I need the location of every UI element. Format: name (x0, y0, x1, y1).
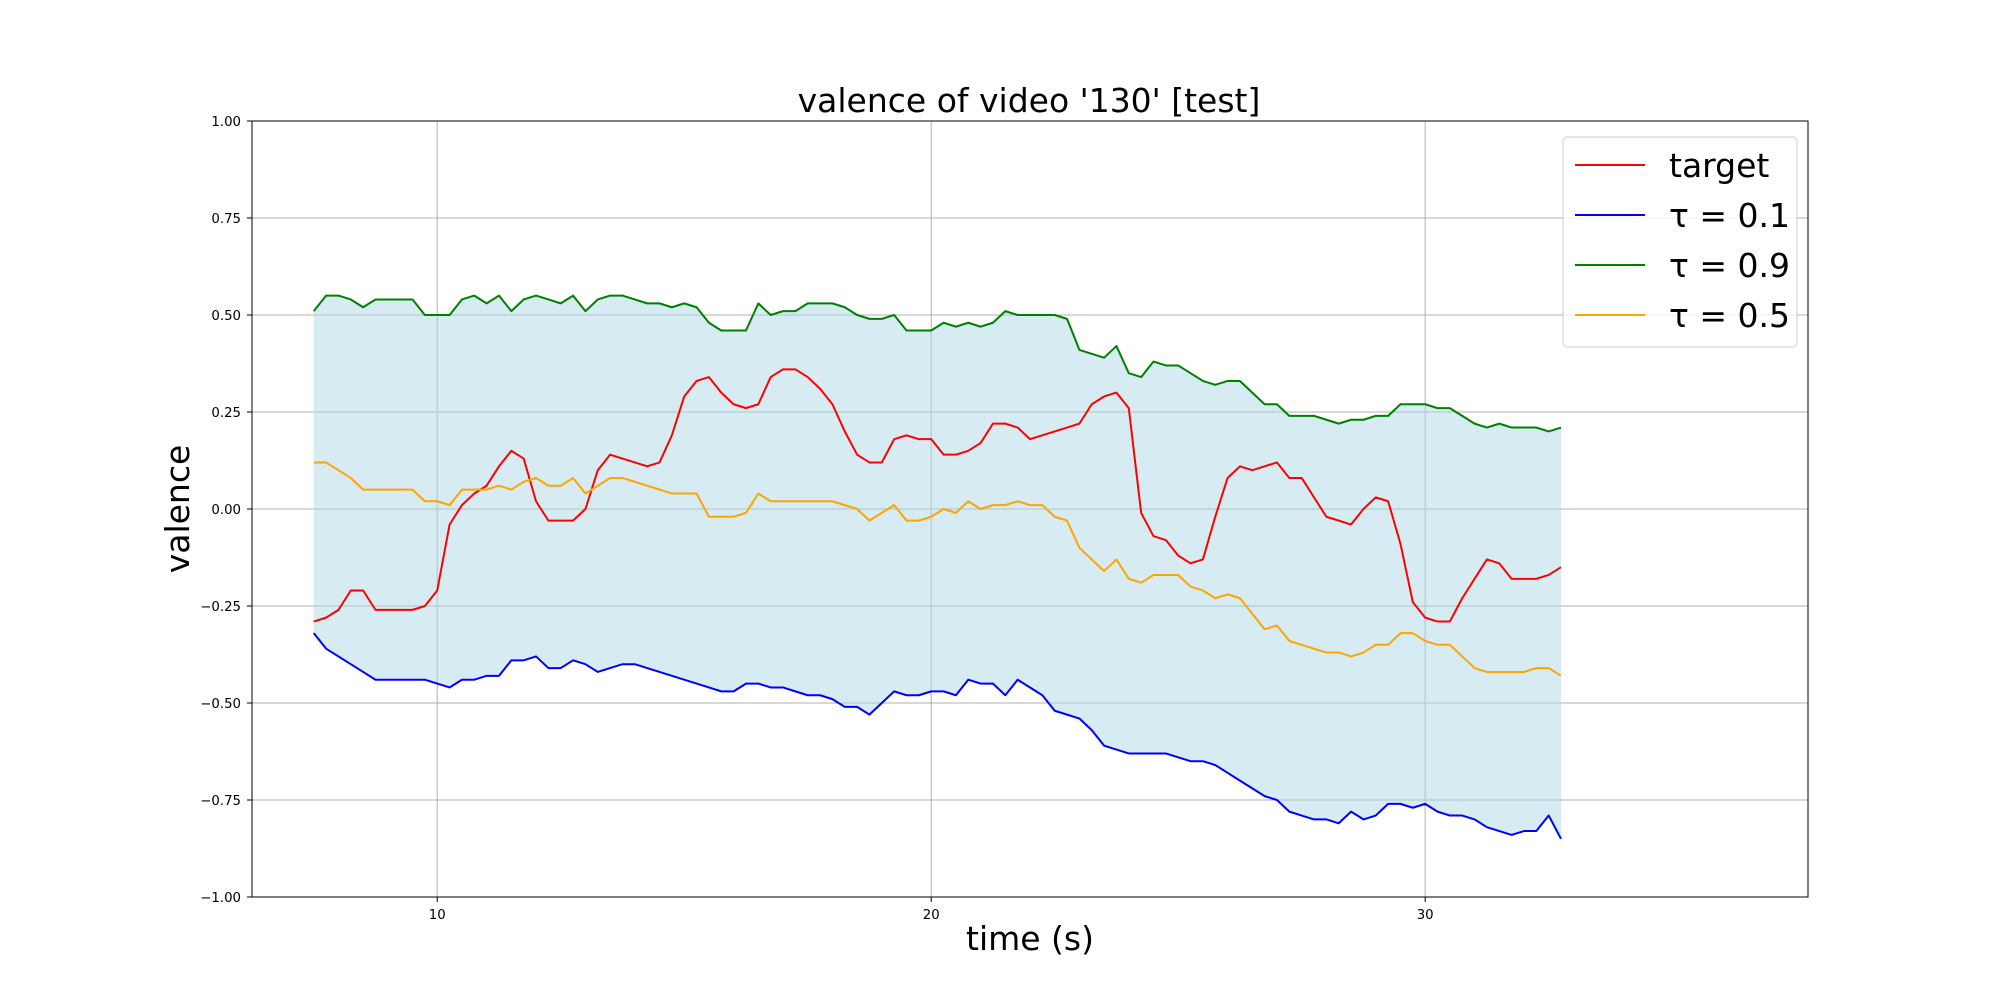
legend: target τ = 0.1 τ = 0.9 τ = 0.5 (1562, 136, 1798, 348)
series-line-0-1 (312, 632, 1562, 840)
legend-label: τ = 0.9 (1669, 246, 1790, 285)
series-line-0-9 (312, 294, 1562, 433)
y-tick-label: 0.25 (211, 406, 241, 421)
y-tick-label: 0.00 (211, 503, 241, 518)
x-tick-label: 20 (923, 908, 940, 923)
legend-label: τ = 0.1 (1669, 196, 1790, 235)
x-tick-label: 10 (429, 908, 446, 923)
legend-label: target (1669, 146, 1769, 185)
series-line-target (313, 368, 1562, 623)
legend-label: τ = 0.5 (1669, 296, 1790, 335)
y-tick-label: −0.50 (200, 697, 241, 712)
y-tick-label: −0.75 (200, 794, 241, 809)
y-tick-label: 0.50 (211, 309, 241, 324)
quantile-band (313, 295, 1562, 839)
quantile-band-layer (313, 295, 1562, 839)
y-tick-label: 0.75 (211, 212, 241, 227)
series-line-0-5 (313, 461, 1562, 677)
axis-ticks: 10 20 30 −1.00 −0.75 −0.50 −0.25 0.00 0.25 0.50 0.… (200, 115, 1433, 923)
legend-box (1562, 136, 1798, 348)
series-layer (312, 294, 1562, 840)
y-tick-label: −0.25 (200, 600, 241, 615)
x-tick-label: 30 (1417, 908, 1434, 923)
y-tick-label: 1.00 (211, 115, 241, 130)
x-axis-label: time (s) (966, 919, 1094, 958)
y-axis-label: valence (158, 445, 197, 574)
y-tick-label: −1.00 (200, 891, 241, 906)
chart-title: valence of video '130' [test] (798, 81, 1261, 120)
